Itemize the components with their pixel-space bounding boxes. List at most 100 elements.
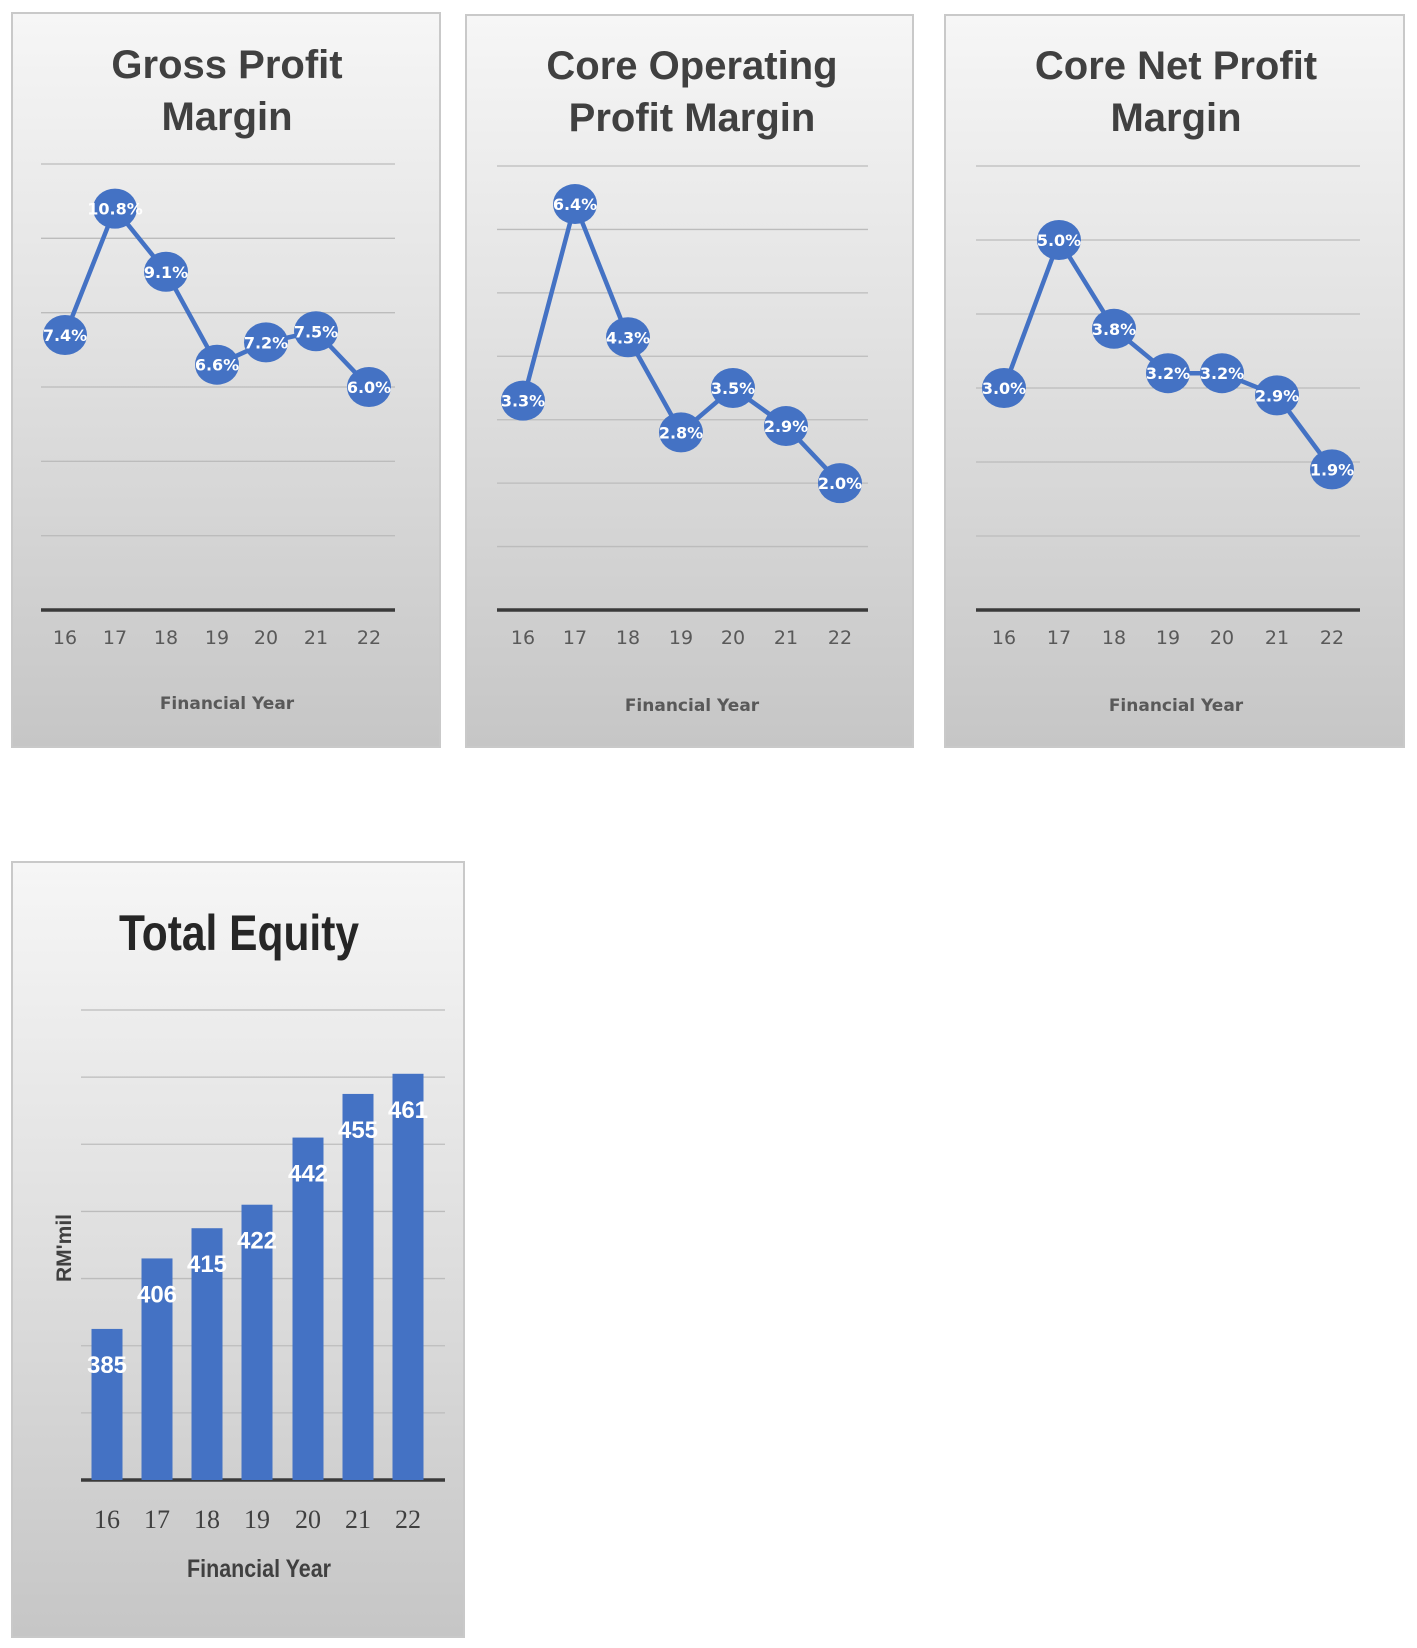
tick-layer: 16 17 18 19 20 21 22 — [992, 627, 1344, 649]
x-tick-label: 19 — [669, 627, 693, 649]
data-point-marker — [43, 314, 87, 355]
data-label: 3.2% — [1146, 364, 1190, 383]
data-label: 4.3% — [606, 328, 650, 347]
x-tick-label: 22 — [395, 1505, 421, 1534]
tick-layer: 16 17 18 19 20 21 22 — [53, 627, 381, 649]
data-point-marker — [294, 311, 338, 352]
data-label: 3.0% — [982, 379, 1026, 398]
data-point-marker — [347, 367, 391, 407]
data-label: 2.8% — [659, 423, 703, 442]
x-tick-label: 21 — [1265, 627, 1289, 649]
core-operating-profit-margin-chart: Core Operating Profit Margin 3.3% 6.4% 4.3… — [497, 44, 868, 716]
x-tick-label: 19 — [1156, 627, 1180, 649]
bar — [241, 1204, 273, 1480]
data-label: 2.0% — [818, 474, 862, 493]
data-label: 5.0% — [1037, 231, 1081, 250]
data-label: 415 — [187, 1251, 227, 1278]
tick-layer: 16 17 18 19 20 21 22 — [511, 627, 852, 649]
data-point-marker — [195, 344, 239, 385]
bar — [141, 1258, 173, 1480]
data-point-marker — [244, 322, 288, 363]
data-label: 6.6% — [195, 356, 239, 375]
bar — [292, 1137, 324, 1480]
data-point-marker — [1200, 353, 1244, 394]
x-tick-label: 18 — [616, 627, 640, 649]
data-point-marker — [501, 380, 545, 421]
x-tick-label: 20 — [721, 627, 745, 649]
data-label: 6.4% — [553, 195, 597, 214]
x-tick-label: 19 — [205, 627, 229, 649]
x-tick-label: 20 — [1210, 627, 1234, 649]
grid-layer — [497, 165, 868, 612]
data-point-marker — [606, 317, 650, 358]
bar — [91, 1328, 123, 1480]
x-tick-label: 16 — [94, 1505, 120, 1534]
x-tick-label: 17 — [103, 627, 127, 649]
data-point-marker — [711, 368, 755, 408]
x-axis-label: Financial Year — [160, 694, 295, 714]
x-tick-label: 19 — [244, 1505, 270, 1534]
chart-title-line-1: Gross Profit — [111, 43, 342, 87]
chart-title-line-2: Profit Margin — [569, 96, 816, 140]
x-tick-label: 22 — [828, 627, 852, 649]
data-point-marker — [982, 368, 1026, 408]
x-tick-label: 17 — [1047, 627, 1071, 649]
data-label: 455 — [338, 1117, 378, 1144]
core-net-profit-margin-chart: Core Net Profit Margin 3.0% 5.0% 3.8% 3.2% 3… — [976, 44, 1360, 716]
x-tick-label: 22 — [357, 627, 381, 649]
marker-layer: 3.0% 5.0% 3.8% 3.2% 3.2% 2.9% 1.9% — [982, 220, 1354, 490]
data-label: 406 — [137, 1281, 177, 1308]
chart-title: Total Equity — [119, 905, 359, 961]
x-tick-label: 21 — [774, 627, 798, 649]
data-label: 9.1% — [144, 263, 188, 282]
data-label: 442 — [288, 1161, 328, 1188]
data-label: 3.8% — [1092, 320, 1136, 339]
data-label: 2.9% — [1255, 386, 1299, 405]
data-label: 10.8% — [87, 200, 143, 219]
data-label: 385 — [87, 1352, 127, 1379]
data-point-marker — [553, 184, 597, 225]
chart-title-line-2: Margin — [1110, 96, 1241, 140]
x-tick-label: 20 — [254, 627, 278, 649]
x-axis-label: Financial Year — [187, 1555, 331, 1583]
x-tick-label: 21 — [304, 627, 328, 649]
x-tick-label: 20 — [295, 1505, 321, 1534]
data-point-marker — [1255, 375, 1299, 416]
x-tick-label: 16 — [992, 627, 1016, 649]
x-tick-label: 18 — [154, 627, 178, 649]
data-label: 2.9% — [764, 417, 808, 436]
grid-layer — [41, 163, 395, 612]
data-point-marker — [144, 251, 188, 292]
data-point-marker — [1092, 308, 1136, 349]
data-label: 461 — [388, 1097, 428, 1124]
x-tick-label: 17 — [563, 627, 587, 649]
x-axis-label: Financial Year — [1109, 696, 1244, 716]
data-point-marker — [659, 412, 703, 453]
chart-title-line-1: Core Net Profit — [1035, 44, 1317, 88]
data-label: 7.5% — [294, 322, 338, 341]
data-point-marker — [1037, 220, 1081, 260]
data-label: 3.2% — [1200, 364, 1244, 383]
bar — [392, 1073, 424, 1480]
label-layer: 385 406 415 422 442 455 461 — [87, 1097, 428, 1379]
data-point-marker — [93, 188, 137, 229]
x-axis-label: Financial Year — [625, 696, 760, 716]
x-tick-label: 17 — [144, 1505, 170, 1534]
data-point-marker — [1146, 353, 1190, 394]
bar — [191, 1228, 223, 1480]
data-point-marker — [764, 406, 808, 447]
data-label: 7.4% — [43, 326, 87, 345]
marker-layer: 7.4% 10.8% 9.1% 6.6% 7.2% 7.5% 6.0% — [43, 188, 391, 407]
data-label: 7.2% — [244, 333, 288, 352]
gross-profit-margin-chart: Gross Profit Margin 7.4% 10.8% 9.1% 6.6% 7.2… — [41, 43, 395, 714]
data-point-marker — [818, 463, 862, 504]
marker-layer: 3.3% 6.4% 4.3% 2.8% 3.5% 2.9% 2.0% — [501, 184, 862, 504]
x-tick-label: 16 — [511, 627, 535, 649]
data-label: 3.3% — [501, 392, 545, 411]
x-tick-label: 21 — [345, 1505, 371, 1534]
chart-panel-core-operating-profit-margin: Core Operating Profit Margin 3.3% 6.4% 4.3… — [465, 14, 914, 748]
bar — [342, 1093, 374, 1480]
chart-panel-core-net-profit-margin: Core Net Profit Margin 3.0% 5.0% 3.8% 3.2% 3… — [944, 14, 1405, 748]
x-tick-label: 18 — [1102, 627, 1126, 649]
bar-layer — [91, 1073, 424, 1480]
